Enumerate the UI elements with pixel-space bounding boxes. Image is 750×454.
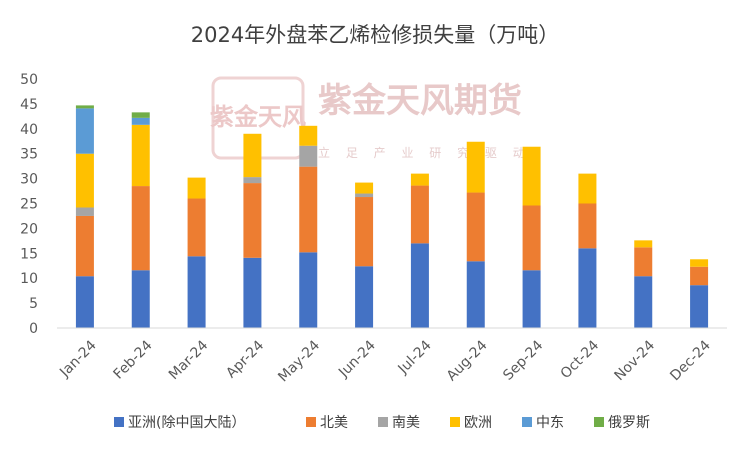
y-tick-label: 45 [20, 97, 38, 113]
legend-swatch [450, 417, 460, 427]
bar-segment [410, 185, 429, 244]
bar-segment [131, 117, 150, 125]
bar-segment [466, 141, 485, 193]
legend-swatch [594, 417, 604, 427]
y-axis: 0 5 10 15 20 25 30 35 40 45 50 [20, 72, 38, 337]
bar-segment [131, 124, 150, 187]
y-tick-label: 50 [20, 72, 38, 88]
x-tick-label: Mar-24 [166, 337, 212, 383]
bar-segment [299, 125, 318, 146]
y-tick-label: 15 [20, 246, 38, 262]
legend: 亚洲(除中国大陆） 北美 南美 欧洲 中东 俄罗斯 [114, 415, 650, 431]
legend-label: 亚洲(除中国大陆） [128, 415, 245, 431]
bar-segment [410, 173, 429, 186]
x-tick-label: Oct-24 [558, 337, 603, 382]
legend-label: 北美 [320, 415, 348, 431]
x-tick-label: Jan-24 [56, 337, 100, 381]
bar-segment [578, 203, 597, 249]
bar-segment [243, 133, 262, 178]
x-tick-label: Jun-24 [335, 337, 379, 381]
bar-segment [578, 173, 597, 204]
bar-segment [243, 177, 262, 184]
y-tick-label: 5 [29, 296, 38, 312]
watermark-slogan: 立 足 产 业 研 究 驱 动 [318, 145, 531, 160]
bar-segment [299, 145, 318, 167]
x-tick-label: May-24 [275, 337, 323, 385]
x-tick-label: Apr-24 [223, 337, 267, 381]
legend-swatch [114, 417, 124, 427]
bar-segment [466, 261, 485, 328]
y-tick-label: 0 [29, 321, 38, 337]
bar-segment [243, 257, 262, 328]
bar-segment [410, 243, 429, 328]
watermark-seal-text: 紫金天风 [210, 103, 306, 131]
y-tick-label: 25 [20, 197, 38, 213]
bar-segment [522, 205, 541, 271]
x-tick-label: Dec-24 [667, 337, 714, 384]
bar-segment [299, 252, 318, 328]
bar-segment [187, 256, 206, 328]
y-tick-label: 35 [20, 147, 38, 163]
bar-segment [634, 240, 653, 248]
bar-segment [75, 153, 94, 208]
legend-swatch [306, 417, 316, 427]
bar-segment [131, 112, 150, 118]
y-tick-label: 40 [20, 122, 38, 138]
bar-segment [355, 197, 374, 267]
bar-segment [131, 186, 150, 271]
y-tick-label: 20 [20, 221, 38, 237]
legend-label: 南美 [392, 415, 420, 431]
bar-segment [578, 248, 597, 328]
legend-label: 俄罗斯 [608, 415, 650, 431]
bar-segment [634, 247, 653, 277]
bar-segment [75, 105, 94, 109]
bar-segment [355, 182, 374, 194]
bar-segment [690, 259, 709, 267]
legend-swatch [378, 417, 388, 427]
bar-segment [690, 285, 709, 328]
bar-segment [75, 108, 94, 154]
legend-label: 欧洲 [464, 415, 492, 431]
y-tick-label: 10 [20, 271, 38, 287]
legend-label: 中东 [536, 415, 564, 431]
x-tick-label: Feb-24 [111, 337, 156, 382]
bar-segment [355, 266, 374, 328]
bars [75, 105, 709, 328]
x-tick-label: Sep-24 [500, 337, 546, 383]
bar-segment [522, 146, 541, 206]
bar-segment [75, 276, 94, 328]
x-tick-label: Aug-24 [444, 337, 491, 384]
x-tick-label: Nov-24 [612, 337, 659, 384]
bar-segment [75, 215, 94, 277]
x-axis: Jan-24 Feb-24 Mar-24 Apr-24 May-24 Jun-24 Jul-… [56, 337, 714, 385]
bar-segment [522, 270, 541, 328]
bar-segment [75, 207, 94, 216]
bar-segment [187, 177, 206, 199]
bar-segment [355, 193, 374, 198]
bar-segment [187, 198, 206, 257]
legend-swatch [522, 417, 532, 427]
bar-segment [634, 276, 653, 328]
bar-segment [131, 270, 150, 328]
bar-segment [299, 166, 318, 253]
watermark-brand: 紫金天风期货 [318, 81, 522, 121]
x-tick-label: Jul-24 [395, 337, 435, 377]
chart-title: 2024年外盘苯乙烯检修损失量（万吨） [191, 23, 559, 47]
bar-segment [466, 192, 485, 262]
y-tick-label: 30 [20, 172, 38, 188]
bar-segment [243, 183, 262, 258]
bar-segment [690, 266, 709, 286]
